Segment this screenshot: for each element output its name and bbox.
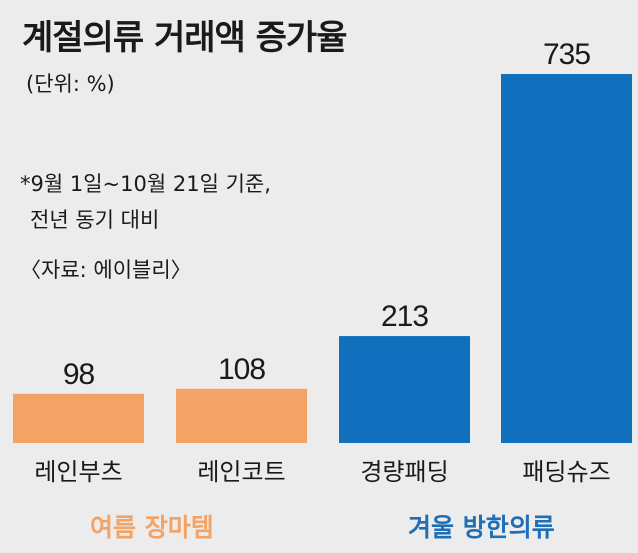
bar-rain-coat — [176, 388, 307, 443]
category-label-rain-coat: 레인코트 — [197, 458, 285, 486]
group-label-summer: 여름 장마템 — [90, 513, 214, 542]
group-label-winter: 겨울 방한의류 — [408, 513, 555, 542]
chart-title: 계절의류 거래액 증가율 — [22, 18, 347, 58]
unit-label: (단위: %) — [26, 72, 115, 96]
value-label-light-padding: 213 — [381, 300, 428, 333]
category-label-rain-boots: 레인부츠 — [34, 458, 122, 486]
value-label-padding-shoes: 735 — [543, 38, 590, 71]
category-label-light-padding: 경량패딩 — [360, 458, 448, 486]
source-note: 〈자료: 에이블리〉 — [20, 258, 192, 282]
category-label-padding-shoes: 패딩슈즈 — [522, 458, 610, 486]
footnote-line-2: 전년 동기 대비 — [30, 208, 160, 232]
bar-rain-boots — [13, 393, 144, 443]
footnote: *9월 1일~10월 21일 기준, 전년 동기 대비 — [20, 166, 271, 238]
value-label-rain-boots: 98 — [63, 358, 95, 391]
bar-light-padding — [339, 336, 470, 443]
bar-padding-shoes — [501, 74, 632, 443]
footnote-line-1: *9월 1일~10월 21일 기준, — [20, 172, 271, 196]
value-label-rain-coat: 108 — [218, 353, 265, 386]
